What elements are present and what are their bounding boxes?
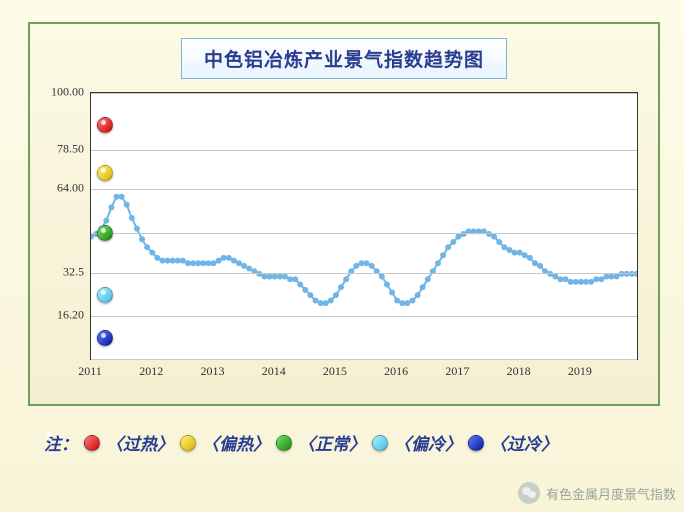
y-axis-label: 32.5 — [40, 264, 84, 279]
watermark: 有色金属月度景气指数 — [518, 482, 676, 504]
x-axis-label: 2018 — [499, 364, 539, 379]
x-axis-label: 2019 — [560, 364, 600, 379]
x-axis-label: 2012 — [131, 364, 171, 379]
y-axis-label: 16.20 — [40, 307, 84, 322]
y-axis-label: 100.00 — [40, 85, 84, 100]
x-axis-label: 2016 — [376, 364, 416, 379]
band-marker-正常 — [97, 225, 113, 241]
chart-title: 中色铝冶炼产业景气指数趋势图 — [204, 50, 484, 71]
watermark-text: 有色金属月度景气指数 — [546, 484, 676, 503]
legend-orb — [468, 435, 484, 451]
x-axis-label: 2015 — [315, 364, 355, 379]
legend-label: 〈正常〉 — [298, 430, 366, 455]
legend: 注： 〈过热〉〈偏热〉〈正常〉〈偏冷〉〈过冷〉 — [44, 430, 558, 455]
x-axis-label: 2014 — [254, 364, 294, 379]
legend-orb — [180, 435, 196, 451]
title-box: 中色铝冶炼产业景气指数趋势图 — [181, 38, 507, 79]
legend-orb — [372, 435, 388, 451]
legend-orb — [276, 435, 292, 451]
band-marker-过热 — [97, 117, 113, 133]
band-marker-偏热 — [97, 165, 113, 181]
y-axis-label: 64.00 — [40, 180, 84, 195]
plot-area — [90, 92, 638, 360]
wechat-icon — [518, 482, 540, 504]
x-axis-label: 2011 — [70, 364, 110, 379]
line-chart — [91, 93, 637, 359]
legend-label: 〈过热〉 — [106, 430, 174, 455]
chart-frame: 中色铝冶炼产业景气指数趋势图 16.20 32.5 64.00 78.50 100.00… — [28, 22, 660, 406]
legend-label: 〈偏热〉 — [202, 430, 270, 455]
legend-orb — [84, 435, 100, 451]
x-axis-label: 2013 — [192, 364, 232, 379]
band-marker-过冷 — [97, 330, 113, 346]
legend-label: 〈偏冷〉 — [394, 430, 462, 455]
y-axis-label: 78.50 — [40, 142, 84, 157]
x-axis-label: 2017 — [437, 364, 477, 379]
legend-label: 〈过冷〉 — [490, 430, 558, 455]
